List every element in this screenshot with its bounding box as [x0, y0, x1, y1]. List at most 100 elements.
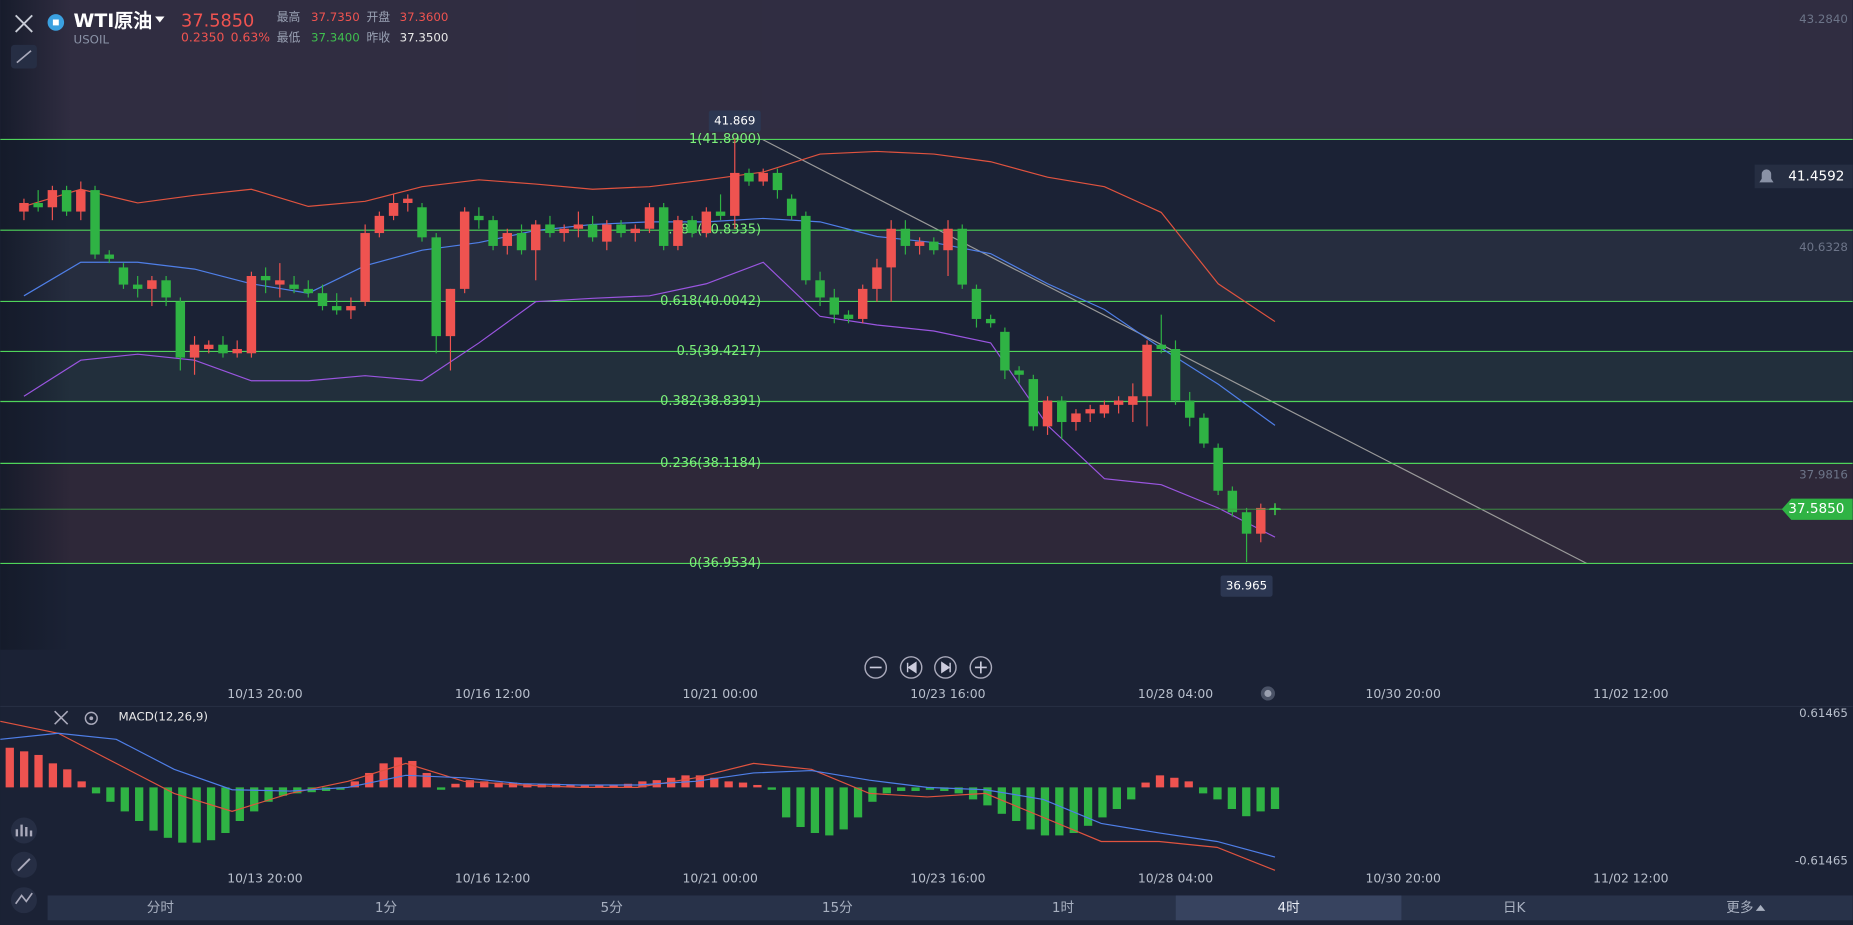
fib-zone: [0, 351, 1853, 402]
zoom-in[interactable]: [969, 656, 993, 679]
line-button[interactable]: [10, 887, 37, 914]
macd-bar: [940, 787, 949, 791]
macd-bar: [494, 782, 503, 788]
candle-body: [1057, 400, 1067, 423]
candle-body: [1042, 400, 1053, 427]
tab[interactable]: 4时: [1277, 900, 1300, 916]
tab[interactable]: 15分: [822, 900, 853, 916]
macd-bar: [897, 787, 906, 791]
time-label: 10/23 16:00: [910, 870, 985, 885]
macd-bar: [566, 784, 575, 788]
time-label: 10/30 20:00: [1365, 870, 1440, 885]
candle-body: [985, 318, 996, 324]
candle-body: [289, 284, 299, 289]
macd-bar: [235, 787, 244, 822]
macd-bar: [408, 760, 417, 788]
macd-bar: [1270, 787, 1280, 809]
macd-bar: [1055, 787, 1064, 836]
symbol[interactable]: WTI原油: [74, 10, 153, 32]
macd-settings[interactable]: [84, 711, 98, 725]
candle-body: [346, 306, 356, 311]
candle-body: [758, 172, 768, 182]
tab[interactable]: 1分: [375, 900, 398, 916]
candle-body: [19, 202, 29, 212]
candle-body: [630, 228, 640, 234]
zoom-out[interactable]: [864, 656, 888, 679]
fib-zone: [0, 230, 1853, 302]
macd-bar: [1112, 787, 1121, 809]
candle-body: [175, 301, 186, 358]
candle-body: [1113, 400, 1124, 405]
macd-bar: [365, 772, 374, 788]
time-label: 11/02 12:00: [1593, 870, 1668, 885]
candle-body: [772, 172, 783, 191]
candle-body: [1241, 512, 1252, 534]
macd-bar: [796, 787, 805, 828]
macd-bar: [1098, 787, 1107, 818]
candle-body: [104, 254, 114, 259]
y-tick-label: 43.2840: [1799, 12, 1848, 26]
candle-body: [502, 233, 513, 246]
alert-price: 41.4592: [1788, 168, 1844, 184]
stat-label: 最低: [277, 30, 301, 44]
tab[interactable]: 5分: [601, 900, 624, 916]
time-label: 10/13 20:00: [227, 870, 302, 885]
macd-bar: [192, 787, 201, 843]
macd-bar: [163, 787, 173, 838]
tab[interactable]: 分时: [147, 900, 175, 916]
draw-tool[interactable]: [10, 44, 37, 69]
candle-body: [189, 344, 200, 358]
price-marker-box: [708, 110, 761, 132]
macd-bar: [1069, 787, 1078, 834]
macd-bar: [825, 787, 834, 836]
macd-bar: [767, 787, 776, 790]
scroll-dot-inner: [1264, 689, 1272, 697]
candle-body: [644, 207, 655, 229]
tab[interactable]: 1时: [1052, 900, 1075, 916]
candle-body: [531, 224, 541, 251]
macd-line: [0, 720, 1276, 871]
go-end[interactable]: [934, 656, 957, 679]
macd-bar: [48, 763, 58, 788]
macd-bar: [350, 781, 359, 788]
macd-bar: [868, 787, 877, 802]
go-start[interactable]: [899, 656, 923, 679]
macd-bar: [968, 787, 978, 800]
stat-value: 37.7350: [311, 10, 360, 24]
indicator-button[interactable]: [10, 817, 37, 844]
candle-body: [914, 241, 925, 246]
candle-body: [516, 233, 527, 251]
candle-body: [957, 228, 967, 285]
price-marker: 41.869: [714, 114, 755, 128]
macd-bar: [77, 781, 86, 788]
symbol-dropdown[interactable]: [155, 16, 165, 23]
fib-label: 1(41.8900): [689, 132, 761, 147]
time-label: 11/02 12:00: [1593, 686, 1668, 701]
candle-body: [488, 220, 498, 246]
candle-body: [943, 228, 953, 251]
candle-body: [1227, 490, 1238, 513]
candle-body: [857, 288, 868, 319]
candle-body: [587, 224, 598, 238]
macd-bar: [1141, 782, 1150, 788]
candle-body: [47, 190, 58, 208]
close-button[interactable]: [15, 14, 33, 33]
macd-bar: [178, 787, 187, 843]
fib-zone: [0, 463, 1853, 564]
candle-body: [147, 280, 157, 289]
fib-label: 0.236(38.1184): [660, 456, 761, 471]
tab[interactable]: 更多: [1726, 899, 1753, 916]
macd-close[interactable]: [54, 710, 69, 725]
candle-body: [559, 228, 569, 234]
macd-bar: [379, 763, 388, 788]
candle-body: [730, 172, 740, 216]
macd-bar: [135, 787, 144, 822]
tab[interactable]: 日K: [1503, 900, 1527, 916]
fib-label: 0(36.9534): [689, 556, 761, 571]
candle-body: [374, 215, 385, 234]
symbol-code: USOIL: [74, 33, 110, 47]
pen-button[interactable]: [10, 851, 37, 878]
more-arrow[interactable]: [1755, 904, 1766, 911]
alert-box[interactable]: [1754, 164, 1853, 189]
